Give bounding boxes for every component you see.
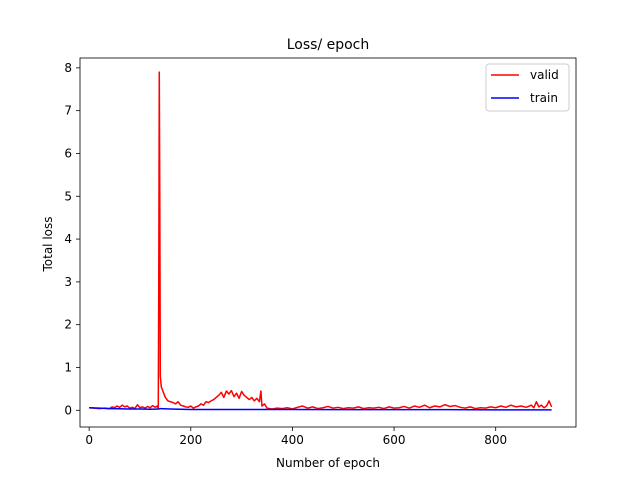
axes: 0 200 400 600 800 0 1 2 3 4 5 6 7 8	[64, 57, 577, 447]
x-tick-label: 800	[484, 433, 507, 447]
y-axis-label: Total loss	[41, 216, 55, 272]
chart-title: Loss/ epoch	[287, 37, 370, 53]
legend: valid train	[485, 63, 570, 112]
y-tick-label: 8	[64, 61, 72, 75]
y-tick-label: 4	[64, 232, 72, 246]
x-axis-label: Number of epoch	[276, 456, 380, 470]
series-line-train	[89, 406, 552, 411]
y-tick-label: 2	[64, 318, 72, 332]
series-line-valid	[89, 71, 553, 410]
series-lines	[89, 71, 553, 411]
legend-label-valid: valid	[530, 68, 559, 82]
x-tick-label: 600	[383, 433, 406, 447]
y-tick-label: 1	[64, 360, 72, 374]
x-tick-label: 0	[85, 433, 93, 447]
x-tick-label: 200	[179, 433, 202, 447]
y-tick-label: 3	[64, 275, 72, 289]
legend-label-train: train	[530, 91, 558, 105]
y-tick-label: 5	[64, 189, 72, 203]
y-tick-label: 6	[64, 146, 72, 160]
plot-frame	[79, 57, 577, 428]
y-tick-label: 0	[64, 403, 72, 417]
y-tick-label: 7	[64, 104, 72, 118]
x-tick-label: 400	[281, 433, 304, 447]
